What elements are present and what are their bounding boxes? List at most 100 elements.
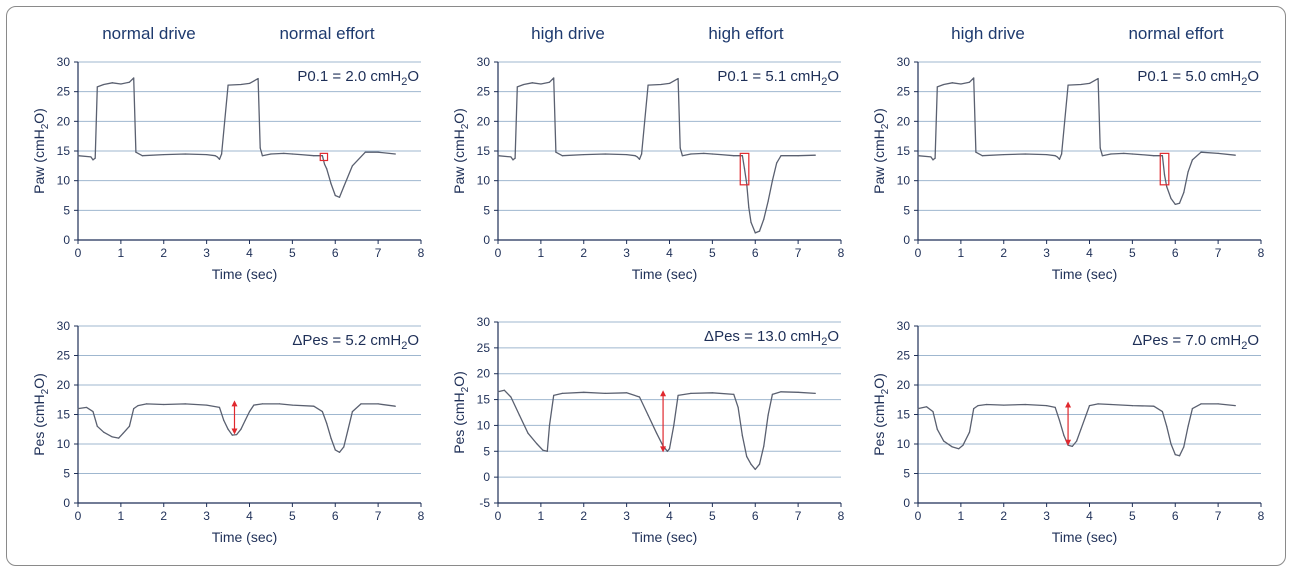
- panel1-data-point: [321, 155, 323, 157]
- panel3-data-point: [1054, 155, 1056, 157]
- panel3-data-point: [1061, 153, 1063, 155]
- panel1-x-tick-label: 6: [332, 246, 339, 260]
- panel5-data-point: [553, 394, 555, 397]
- panel6-data-point: [958, 448, 960, 450]
- panel3-data-point: [1200, 151, 1202, 153]
- panel1-x-tick-label: 1: [118, 246, 125, 260]
- panel2-data-point: [771, 180, 774, 182]
- panel3-data-point: [1099, 147, 1101, 149]
- panel6-data-point: [1200, 403, 1202, 405]
- panel6-y-axis-label-end: O): [871, 373, 887, 389]
- panel1-data-point: [227, 84, 229, 86]
- panel6-x-tick-label: 1: [958, 509, 965, 523]
- panel6-data-point: [936, 428, 938, 430]
- panel3-x-tick-label: 5: [1129, 246, 1136, 260]
- panel2-x-tick-label: 3: [623, 246, 630, 260]
- panel1-data-point: [221, 153, 223, 155]
- panel6-data-point: [1131, 405, 1133, 407]
- panel5-data-point: [626, 392, 628, 394]
- panel4-data-point: [137, 405, 139, 407]
- panel3-data-point: [968, 81, 971, 83]
- panel3-x-tick-label: 7: [1215, 246, 1222, 260]
- panel3-x-tick-label: 8: [1258, 246, 1265, 260]
- panel2-x-tick-label: 6: [752, 246, 759, 260]
- panel1-annotation-end: O: [407, 68, 419, 85]
- panel4-data-point: [231, 434, 233, 436]
- panel5-data-point: [647, 414, 649, 416]
- panel3-y-tick-label: 20: [897, 114, 911, 128]
- panel3-y-axis-label-end: O): [871, 108, 887, 124]
- panel4-data-point: [347, 428, 349, 430]
- panel6-data-point: [925, 406, 928, 408]
- panel6-y-axis-label-main: Pes (cmH: [871, 394, 887, 455]
- panel4-annotation-sub: 2: [401, 340, 407, 352]
- panel2-x-tick-label: 0: [495, 246, 502, 260]
- panel3-x-tick-label: 2: [1000, 246, 1007, 260]
- panel2-data-point: [748, 206, 750, 208]
- panel4-data-point: [146, 403, 148, 405]
- panel4-delta-arrow-head-down: [231, 428, 238, 435]
- panel5-data-point: [527, 432, 529, 434]
- panel2-data-point: [668, 82, 671, 84]
- panel6-data-point: [1183, 446, 1185, 448]
- panel1-data-point: [103, 83, 105, 86]
- panel3-annotation-sub: 2: [1241, 76, 1247, 88]
- panel5-data-point: [673, 424, 675, 427]
- panel4-y-tick-label: 30: [57, 319, 71, 333]
- panel3-x-tick-label: 6: [1172, 246, 1179, 260]
- panel1-series-line: [77, 77, 396, 198]
- panel2-x-tick-label: 4: [666, 246, 673, 260]
- panel1-y-axis-label-sub: 2: [40, 123, 51, 129]
- panel5-data-point: [797, 391, 799, 393]
- panel4-y-tick-label: 25: [57, 349, 71, 363]
- panel6-x-tick-label: 0: [915, 509, 922, 523]
- panel4-data-point: [330, 437, 332, 439]
- panel6-data-point: [1161, 410, 1163, 413]
- panel5-y-axis-label-sub: 2: [460, 386, 471, 392]
- panel2-data-point: [604, 153, 606, 155]
- panel4-data-point: [248, 410, 251, 413]
- panel1-data-point: [184, 153, 186, 155]
- panel2-data-point: [681, 155, 683, 157]
- panel4-data-point: [96, 425, 98, 427]
- panel3-data-point: [1153, 155, 1155, 157]
- panel1-x-tick-label: 8: [418, 246, 425, 260]
- panel1-annotation-main: P0.1 = 2.0 cmH: [297, 68, 401, 85]
- panel6-data-point: [962, 444, 964, 446]
- panel6-data-point: [1097, 403, 1099, 405]
- panel4-data-point: [326, 422, 328, 424]
- panel6-data-point: [1187, 425, 1189, 427]
- panel2-y-axis-label-end: O): [451, 108, 467, 124]
- panel5-data-point: [546, 450, 548, 452]
- panel6-data-point: [1170, 443, 1172, 445]
- panel4-x-tick-label: 6: [332, 509, 339, 523]
- panel5-data-point: [758, 463, 761, 465]
- panel1-data-point: [283, 152, 285, 154]
- panel6-data-point: [1234, 405, 1236, 407]
- panel4-y-axis-label-end: O): [31, 373, 47, 389]
- panel2-data-point: [703, 152, 705, 154]
- panel1-data-point: [128, 81, 131, 83]
- panel5-annotation-main: ΔPes = 13.0 cmH: [704, 328, 821, 345]
- col3-effort-header: normal effort: [1128, 24, 1224, 43]
- panel1-data-point: [135, 151, 137, 153]
- panel3-x-tick-label: 0: [915, 246, 922, 260]
- panel3-series-line: [917, 77, 1236, 206]
- panel3-y-tick-label: 15: [897, 144, 911, 158]
- panel1-data-point: [364, 151, 366, 153]
- panel5-data-point: [741, 435, 743, 437]
- panel4-y-tick-label: 15: [57, 408, 71, 422]
- panel1-x-tick-label: 7: [375, 246, 382, 260]
- panel2-data-point: [767, 200, 769, 203]
- panel5-data-point: [535, 442, 538, 445]
- panel5-annotation-end: O: [827, 328, 839, 345]
- panel6-y-tick-label: 5: [903, 467, 910, 481]
- panel6-y-tick-label: 0: [903, 496, 910, 510]
- panel2-data-point: [638, 158, 641, 160]
- panel4-data-point: [321, 410, 323, 413]
- panel4-x-tick-label: 2: [160, 509, 167, 523]
- panel4-data-point: [291, 404, 293, 406]
- panel4-y-tick-label: 5: [63, 467, 70, 481]
- panel5-data-point: [750, 463, 752, 465]
- panel5-data-point: [780, 391, 782, 393]
